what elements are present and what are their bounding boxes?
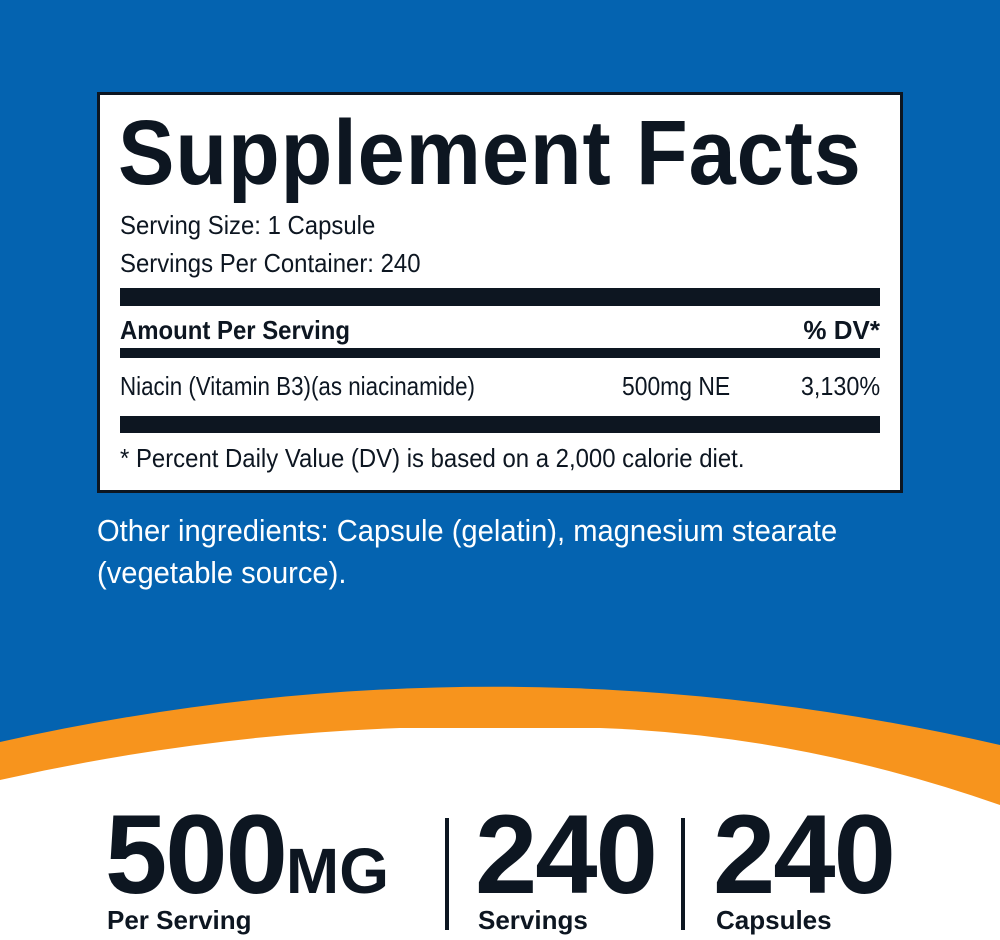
supplement-facts-panel: Supplement Facts Serving Size: 1 Capsule… [97, 92, 903, 493]
dv-header: % DV* [803, 315, 880, 345]
white-bottom [0, 728, 1000, 940]
stat-dose-label: Per Serving [107, 905, 252, 935]
nutrient-dv: 3,130% [800, 371, 880, 401]
amount-per-serving-header: Amount Per Serving [120, 315, 350, 345]
servings-per-container: Servings Per Container: 240 [120, 248, 421, 278]
stat-divider [445, 818, 449, 930]
stat-divider [681, 818, 685, 930]
thin-divider [120, 348, 880, 358]
footnote: * Percent Daily Value (DV) is based on a… [120, 443, 745, 473]
nutrient-name: Niacin (Vitamin B3)(as niacinamide) [120, 371, 476, 401]
stat-servings-label: Servings [478, 905, 588, 935]
thick-divider [120, 288, 880, 306]
facts-title: Supplement Facts [118, 102, 862, 204]
stat-servings-value: 240 [475, 792, 658, 917]
serving-size: Serving Size: 1 Capsule [120, 210, 376, 240]
other-ingredients: Other ingredients: Capsule (gelatin), ma… [97, 513, 838, 590]
stat-servings: 240 [475, 799, 658, 911]
stat-capsules-value: 240 [713, 792, 896, 917]
stat-capsules: 240 [713, 799, 896, 911]
nutrient-amount: 500mg NE [622, 371, 731, 401]
stat-dose-unit: MG [285, 835, 389, 907]
stat-dose: 500MG [105, 799, 389, 911]
stat-dose-value: 500 [105, 792, 288, 917]
stat-capsules-label: Capsules [716, 905, 832, 935]
thick-divider-bottom [120, 416, 880, 433]
